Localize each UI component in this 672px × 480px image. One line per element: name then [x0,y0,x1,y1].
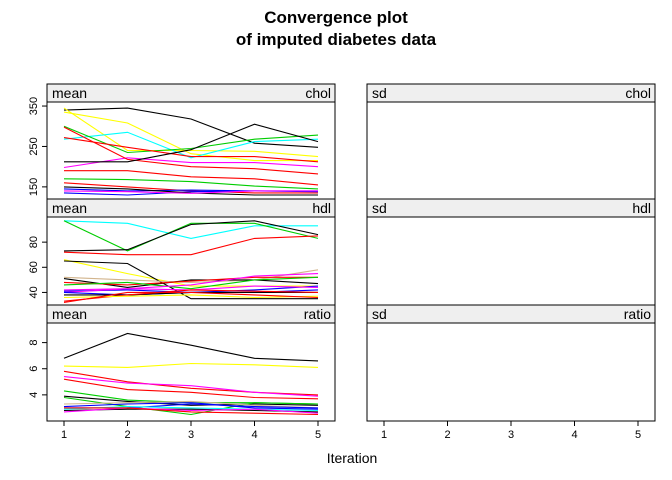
x-tick-label: 4 [251,429,257,441]
y-tick-label: 250 [28,137,40,155]
y-tick-label: 150 [28,178,40,196]
strip-variable-label: ratio [304,306,331,322]
y-tick-label: 6 [28,366,40,372]
series-line-ratio-2 [63,370,319,396]
series-line-chol-6 [63,157,319,169]
series-line-chol-2 [63,111,318,162]
strip-stat-label: sd [372,200,387,216]
series-line-hdl-5 [63,260,318,300]
chart-title-line-2: of imputed diabetes data [235,30,437,49]
y-tick-label: 8 [28,340,40,346]
series-line-chol-7 [63,126,319,175]
panel-frame-sd-chol [366,101,656,200]
series-line-chol-10 [63,178,319,190]
series-line-chol-0 [63,107,319,148]
x-tick-label: 2 [444,429,450,441]
panel-strip-sd-chol [366,83,656,103]
series-line-hdl-6 [63,269,319,283]
panel-strip-sd-ratio [366,304,656,324]
series-line-hdl-8 [63,276,318,286]
panel-strip-mean-chol [46,83,336,103]
panel-frame-sd-hdl [366,216,656,306]
strip-variable-label: hdl [632,200,651,216]
series-line-ratio-1 [63,362,319,368]
panel-frame-sd-ratio [366,322,656,422]
y-tick-label: 60 [28,261,40,273]
strip-variable-label: hdl [312,200,331,216]
series-line-hdl-17 [63,291,319,304]
x-tick-label: 2 [124,429,130,441]
x-tick-label: 5 [315,429,321,441]
x-tick-label: 5 [635,429,641,441]
series-line-ratio-8 [63,402,319,410]
series-line-chol-11 [63,182,318,194]
series-line-hdl-1 [63,220,319,252]
strip-stat-label: sd [372,306,387,322]
series-line-ratio-3 [63,376,319,397]
series-line-chol-5 [63,137,319,163]
strip-variable-label: ratio [624,306,651,322]
panel-strip-sd-hdl [366,198,656,218]
series-line-ratio-4 [63,378,319,400]
series-line-hdl-3 [63,235,319,256]
strip-stat-label: mean [52,200,87,216]
series-line-chol-3 [63,131,319,159]
x-tick-label: 1 [381,429,387,441]
series-line-ratio-13 [63,407,319,414]
panel-strip-mean-ratio [46,304,336,324]
y-tick-label: 350 [28,97,40,115]
series-line-chol-8 [64,123,319,163]
chart-title-line-1: Convergence plot [264,8,408,27]
series-line-ratio-6 [63,395,319,406]
series-line-ratio-9 [63,400,319,409]
y-tick-label: 80 [28,236,40,248]
x-tick-label: 3 [188,429,194,441]
strip-stat-label: mean [52,85,87,101]
series-line-hdl-10 [63,273,319,291]
series-line-hdl-9 [63,276,319,290]
series-line-ratio-0 [63,332,319,362]
series-line-hdl-16 [63,294,319,299]
strip-stat-label: sd [372,85,387,101]
series-line-ratio-14 [64,407,319,416]
strip-variable-label: chol [305,85,331,101]
x-axis-label: Iteration [326,450,378,466]
series-line-chol-4 [63,125,319,154]
strip-stat-label: mean [52,306,87,322]
series-line-chol-15 [63,190,318,194]
y-tick-label: 40 [28,286,40,298]
x-tick-label: 3 [508,429,514,441]
x-tick-label: 4 [571,429,577,441]
strip-variable-label: chol [625,85,651,101]
x-tick-label: 1 [61,429,67,441]
series-line-chol-9 [64,170,319,186]
y-tick-label: 4 [28,392,40,398]
series-line-hdl-2 [63,220,319,252]
panel-strip-mean-hdl [46,198,336,218]
series-line-chol-1 [63,107,319,158]
